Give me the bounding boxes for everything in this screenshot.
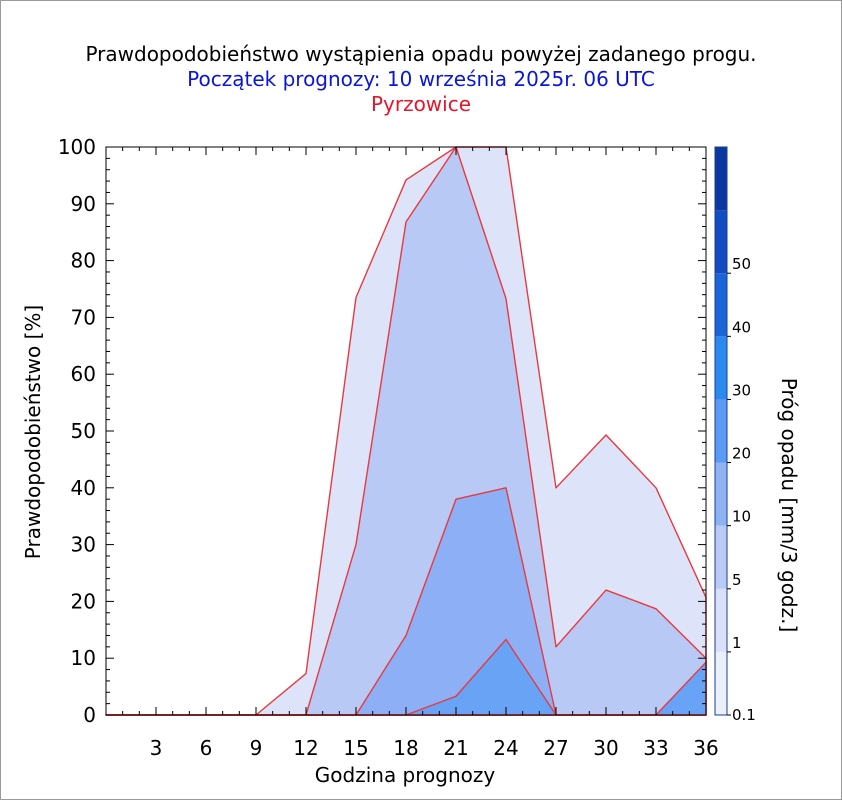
colorbar-segment: [715, 462, 727, 526]
x-axis-ticks: 3 6 9 12 15 18 21 24 27 30 33 36: [105, 147, 719, 760]
colorbar-label: Próg opadu [mm/3 godz.]: [777, 378, 801, 633]
y-tick-label: 30: [71, 533, 96, 557]
y-axis-label: Prawdopodobieństwo [%]: [21, 305, 45, 559]
x-tick-label: 27: [543, 736, 568, 760]
colorbar-segment: [715, 588, 727, 652]
y-tick-label: 80: [71, 249, 96, 273]
colorbar-tick-label: 30: [732, 381, 751, 399]
x-tick-label: 15: [343, 736, 368, 760]
area-layers: [105, 146, 707, 716]
y-tick-label: 40: [71, 476, 96, 500]
colorbar-segment: [715, 147, 727, 211]
x-tick-label: 12: [293, 736, 318, 760]
chart-subtitle: Początek prognozy: 10 września 2025r. 06…: [187, 67, 655, 91]
colorbar-segment: [715, 336, 727, 400]
x-tick-label: 30: [593, 736, 618, 760]
colorbar-tick-label: 40: [732, 318, 751, 336]
colorbar-segment: [715, 651, 727, 715]
area-threshold-1: [105, 146, 707, 716]
x-tick-label: 24: [493, 736, 518, 760]
colorbar-tick-label: 50: [732, 255, 751, 273]
y-tick-label: 0: [83, 703, 96, 727]
chart-location: Pyrzowice: [370, 92, 472, 116]
x-tick-label: 3: [150, 736, 163, 760]
chart-title: Prawdopodobieństwo wystąpienia opadu pow…: [85, 42, 757, 66]
y-tick-label: 20: [71, 589, 96, 613]
y-tick-label: 90: [71, 192, 96, 216]
colorbar-border: [714, 146, 728, 716]
y-tick-label: 100: [58, 135, 96, 159]
colorbar-tick-label: 0.1: [732, 706, 756, 724]
colorbar-tick-label: 1: [732, 634, 742, 652]
colorbar-tick-label: 5: [732, 571, 742, 589]
colorbar-tick-label: 20: [732, 445, 751, 463]
colorbar-segment: [715, 525, 727, 589]
colorbar-segment: [715, 210, 727, 274]
x-tick-label: 33: [643, 736, 668, 760]
x-tick-label: 36: [693, 736, 718, 760]
x-tick-label: 9: [250, 736, 263, 760]
colorbar: 0.1 1 5 10 20 30 40 50: [714, 146, 756, 724]
x-tick-label: 6: [200, 736, 213, 760]
colorbar-segment: [715, 399, 727, 463]
x-tick-label: 21: [443, 736, 468, 760]
x-tick-label: 18: [393, 736, 418, 760]
y-tick-label: 70: [71, 305, 96, 329]
y-tick-label: 60: [71, 362, 96, 386]
x-axis-label: Godzina prognozy: [315, 763, 496, 787]
y-tick-label: 10: [71, 646, 96, 670]
colorbar-tick-label: 10: [732, 508, 751, 526]
y-tick-label: 50: [71, 419, 96, 443]
y-axis-ticks: 0 10 20 30 40 50 60 70 80 90 100: [58, 135, 706, 727]
colorbar-segment: [715, 273, 727, 337]
